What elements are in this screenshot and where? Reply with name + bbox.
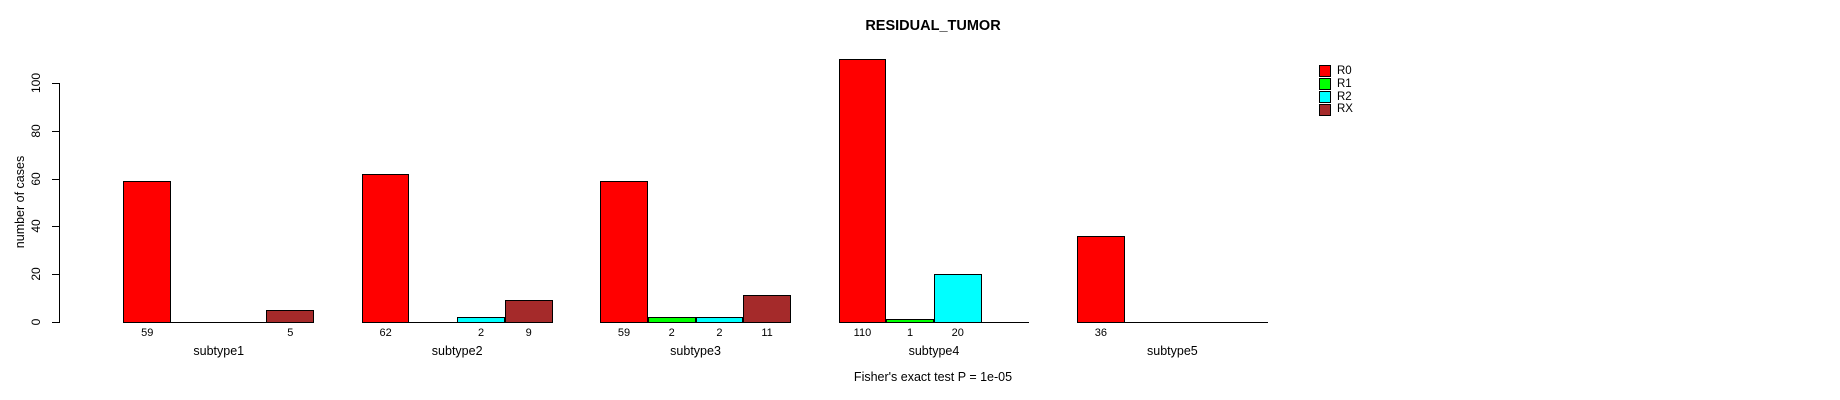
bar-value-label: 2 (716, 327, 723, 339)
y-axis-tick-label: 100 (29, 73, 43, 94)
x-axis-category-label: subtype3 (670, 344, 721, 358)
y-axis-tick-label: 0 (29, 318, 43, 326)
y-axis-tick-label: 20 (29, 267, 43, 281)
y-axis-tick (52, 178, 59, 180)
bar-value-label: 59 (141, 327, 154, 339)
bar-value-label: 110 (853, 327, 872, 339)
bar-r2-subtype2 (457, 316, 505, 323)
y-axis-line (58, 83, 60, 323)
legend-label: R1 (1337, 77, 1352, 90)
y-axis-label: number of cases (13, 155, 27, 249)
legend-swatch-rx (1319, 103, 1331, 116)
bar-value-label: 59 (617, 327, 631, 339)
y-axis-tick-label: 60 (29, 171, 43, 186)
y-axis-tick (52, 226, 59, 228)
legend-swatch-r2 (1319, 90, 1331, 103)
group-baseline (123, 321, 315, 323)
bar-r0-subtype1 (123, 181, 172, 323)
bar-r0-subtype4 (838, 59, 887, 323)
bar-rx-subtype1 (266, 309, 315, 323)
bar-value-label: 5 (287, 327, 294, 339)
legend-swatch-r1 (1319, 78, 1331, 91)
bar-r2-subtype4 (933, 274, 982, 323)
y-axis-tick-label: 40 (29, 219, 43, 234)
stat-test-footnote: Fisher's exact test P = 1e-05 (853, 370, 1013, 384)
bar-r0-subtype2 (361, 173, 410, 323)
legend-label: RX (1337, 103, 1353, 116)
group-baseline (1077, 321, 1268, 323)
legend-label: R0 (1337, 65, 1352, 77)
bar-value-label: 1 (907, 327, 914, 339)
legend-item-r1: R1 (1319, 78, 1353, 91)
bar-r2-subtype3 (695, 316, 744, 323)
bar-rx-subtype2 (504, 300, 553, 323)
y-axis-tick (52, 321, 59, 323)
y-axis-tick (52, 274, 59, 276)
y-axis-tick (52, 83, 59, 85)
bar-value-label: 2 (477, 327, 485, 339)
bar-r1-subtype4 (886, 319, 934, 323)
legend-item-rx: RX (1319, 103, 1353, 116)
bar-value-label: 9 (525, 327, 532, 339)
x-axis-category-label: subtype4 (908, 344, 960, 358)
bar-value-label: 36 (1094, 327, 1107, 339)
bar-value-label: 11 (761, 327, 773, 339)
bar-r0-subtype3 (600, 181, 648, 323)
legend-item-r2: R2 (1319, 91, 1353, 104)
legend-item-r0: R0 (1319, 65, 1353, 78)
bar-r0-subtype5 (1077, 235, 1125, 323)
bar-value-label: 2 (668, 327, 675, 339)
legend: R0 R1 R2 RX (1319, 65, 1353, 116)
bar-value-label: 20 (951, 327, 964, 339)
bar-value-label: 62 (379, 327, 392, 339)
x-axis-category-label: subtype2 (431, 344, 483, 358)
y-axis-tick (52, 130, 59, 132)
legend-swatch-r0 (1319, 65, 1331, 78)
y-axis-tick-label: 80 (29, 124, 43, 138)
x-axis-category-label: subtype1 (193, 344, 245, 358)
bar-rx-subtype3 (743, 295, 791, 323)
bar-r1-subtype3 (647, 316, 696, 323)
chart-title: RESIDUAL_TUMOR (865, 18, 1001, 34)
x-axis-category-label: subtype5 (1146, 344, 1198, 358)
legend-label: R2 (1337, 90, 1352, 103)
